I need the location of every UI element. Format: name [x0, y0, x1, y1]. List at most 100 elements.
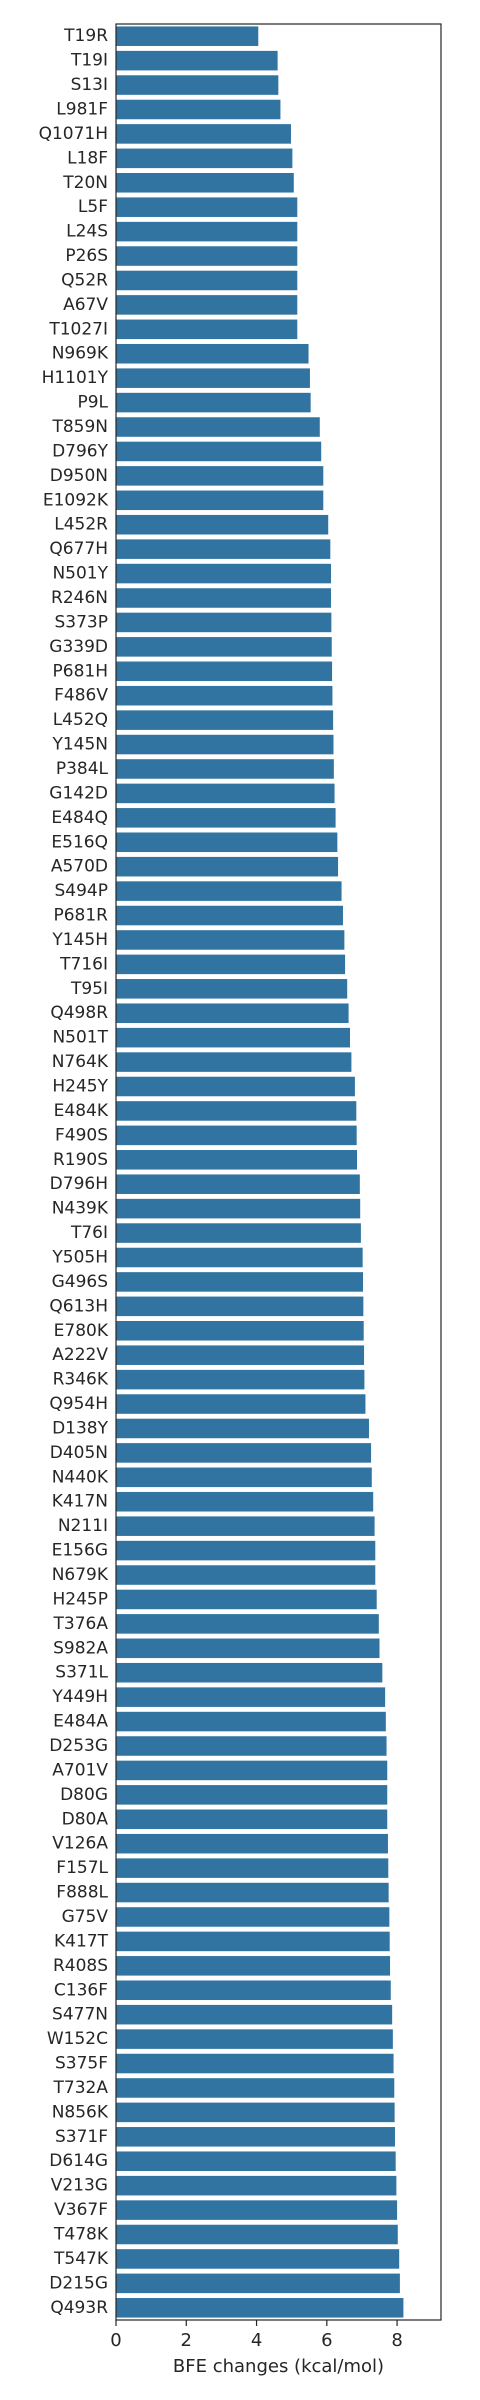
category-label: R408S [53, 1956, 108, 1976]
category-label: D215G [49, 2273, 108, 2293]
category-label: W152C [47, 2029, 108, 2049]
category-label: S982A [53, 1638, 108, 1658]
category-label: L5F [78, 197, 108, 217]
bar-t547k [116, 2249, 400, 2269]
bar-n211i [116, 1516, 375, 1536]
bar-g339d [116, 637, 332, 657]
category-label: N856K [52, 2102, 109, 2122]
category-label: Y145N [51, 735, 108, 755]
bar-a570d [116, 856, 339, 877]
bar-q52r [116, 270, 298, 291]
bar-n856k [116, 2102, 395, 2123]
category-label: N969K [52, 344, 109, 364]
bar-p26s [116, 246, 298, 266]
bar-k417t [116, 1931, 390, 1952]
category-label: T732A [53, 2078, 109, 2098]
category-label: Y145H [51, 930, 108, 950]
bar-a67v [116, 295, 298, 315]
bar-k417n [116, 1491, 374, 1512]
bar-s375f [116, 2053, 394, 2074]
bar-p9l [116, 392, 311, 413]
bar-q613h [116, 1296, 364, 1317]
bar-f486v [116, 685, 333, 706]
category-label: D405N [50, 1443, 108, 1463]
x-axis-label: BFE changes (kcal/mol) [173, 2356, 384, 2377]
x-tick-label: 6 [321, 2330, 332, 2351]
bar-n969k [116, 343, 309, 364]
category-label: F490S [55, 1125, 108, 1145]
bar-r408s [116, 1956, 391, 1976]
category-label: T76I [70, 1223, 108, 1243]
category-label: D80A [62, 1809, 109, 1829]
bar-d80g [116, 1785, 388, 1805]
category-label: T376A [53, 1614, 109, 1634]
bar-l5f [116, 197, 298, 217]
category-label: R246N [51, 588, 108, 608]
category-label: V213G [51, 2176, 108, 2196]
bar-e516q [116, 832, 338, 853]
category-label: V126A [52, 1834, 108, 1854]
category-label: N440K [52, 1467, 109, 1487]
bar-s373p [116, 612, 332, 633]
category-label: D950N [50, 466, 108, 486]
category-label: E484Q [51, 808, 108, 828]
category-label: H245Y [52, 1077, 108, 1097]
bar-n501t [116, 1027, 350, 1048]
category-label: T547K [53, 2249, 109, 2269]
category-label: N501T [52, 1028, 108, 1048]
category-label: R346K [53, 1370, 109, 1390]
category-label: N439K [52, 1199, 109, 1219]
bar-t732a [116, 2078, 395, 2098]
category-label: K417N [52, 1492, 108, 1512]
category-label: P26S [65, 246, 108, 266]
bar-q954h [116, 1394, 366, 1414]
bar-r190s [116, 1150, 358, 1170]
bar-t19i [116, 50, 278, 71]
category-label: Q954H [49, 1394, 108, 1414]
bar-s494p [116, 881, 342, 901]
category-label: S494P [55, 881, 109, 901]
category-label: A67V [63, 295, 108, 315]
bar-s477n [116, 2004, 393, 2025]
bar-t478k [116, 2224, 398, 2245]
bar-v213g [116, 2175, 397, 2196]
bar-t376a [116, 1614, 379, 1634]
category-label: K417T [54, 1931, 109, 1951]
bar-s982a [116, 1638, 380, 1659]
category-label: L981F [56, 99, 108, 119]
bar-a222v [116, 1345, 365, 1365]
bar-f888l [116, 1882, 389, 1903]
bar-y145n [116, 734, 334, 755]
bar-h245y [116, 1076, 355, 1097]
bar-c136f [116, 1980, 391, 2001]
category-label: S373P [55, 612, 109, 632]
bar-d950n [116, 466, 324, 486]
category-label: N764K [52, 1052, 109, 1072]
category-label: G75V [62, 1907, 109, 1927]
bar-s13i [116, 75, 279, 95]
x-tick-label: 2 [181, 2330, 192, 2351]
category-label: Q1071H [39, 124, 108, 144]
bar-d796y [116, 441, 322, 462]
bar-p681h [116, 661, 333, 682]
bar-l452q [116, 710, 334, 730]
x-tick-label: 4 [251, 2330, 262, 2351]
category-label: T19I [70, 51, 108, 71]
category-label: T1027I [48, 319, 108, 339]
bar-t76i [116, 1223, 361, 1243]
category-label: A222V [52, 1345, 108, 1365]
category-label: Q52R [61, 270, 108, 290]
category-label: N501Y [52, 564, 108, 584]
category-labels-group: T19R T19I S13I L981F Q1071H L18F T20N L5F L24S P2… [39, 26, 109, 2318]
bar-e780k [116, 1320, 364, 1341]
bar-n501y [116, 563, 332, 584]
bar-n679k [116, 1565, 376, 1585]
category-label: P681H [53, 661, 108, 681]
plot-frame [115, 23, 442, 2321]
bar-d253g [116, 1736, 387, 1756]
bar-s371l [116, 1662, 383, 1683]
bar-n439k [116, 1198, 361, 1219]
bar-r346k [116, 1369, 365, 1390]
bar-l981f [116, 99, 281, 120]
